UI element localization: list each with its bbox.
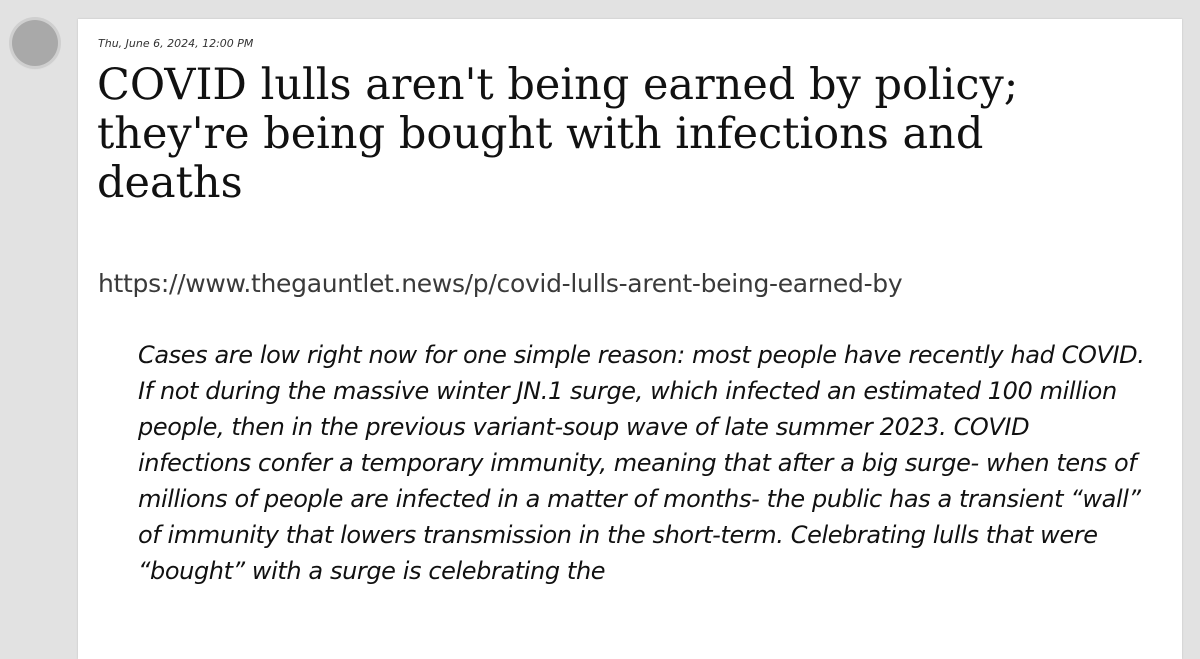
post-timestamp: Thu, June 6, 2024, 12:00 PM [98, 37, 254, 50]
avatar[interactable] [12, 20, 58, 66]
post-card: Thu, June 6, 2024, 12:00 PM COVID lulls … [78, 19, 1182, 659]
post-title: COVID lulls aren't being earned by polic… [97, 60, 1019, 208]
post-url-link[interactable]: https://www.thegauntlet.news/p/covid-lul… [98, 269, 903, 298]
post-quote: Cases are low right now for one simple r… [138, 341, 1145, 585]
